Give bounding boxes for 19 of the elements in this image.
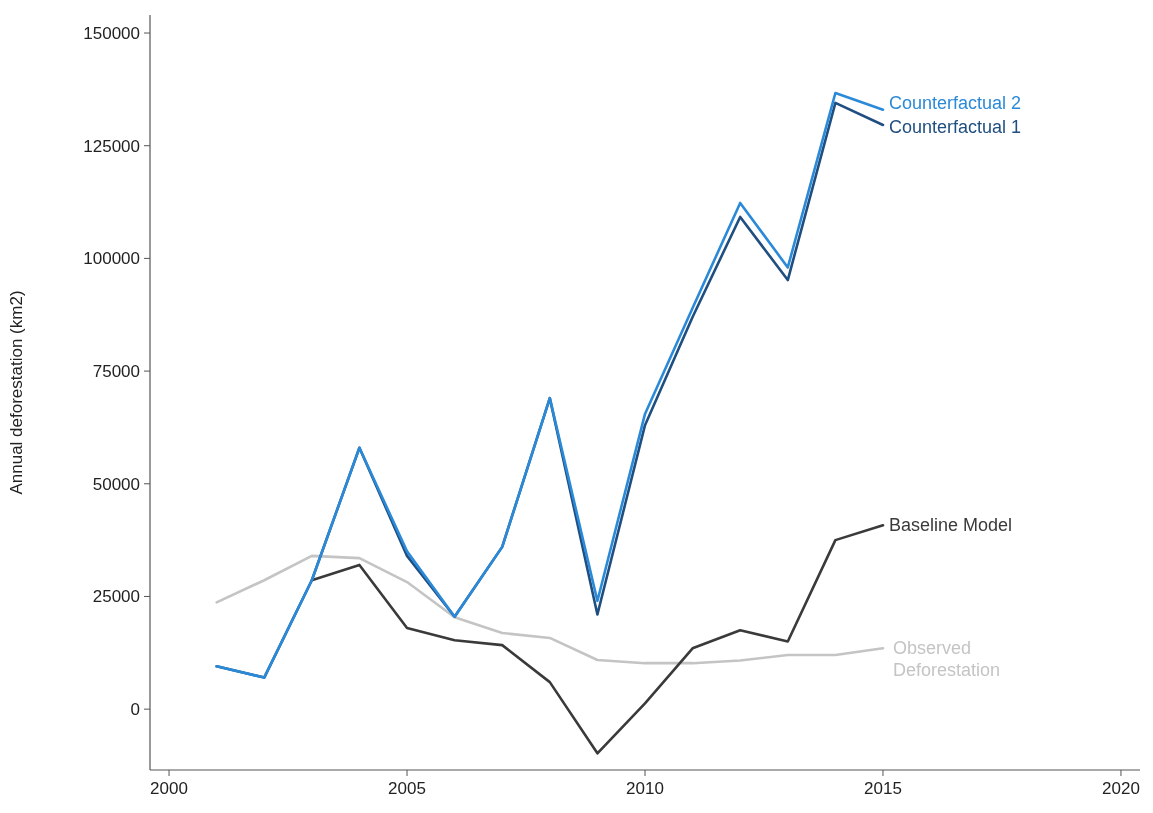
y-tick-label: 125000 <box>83 136 140 156</box>
series-label: Counterfactual 1 <box>888 116 1022 137</box>
line-series <box>310 523 885 755</box>
series-label: Observed Deforestation <box>892 638 1001 681</box>
x-tick-label: 2005 <box>388 779 426 798</box>
y-tick-label: 25000 <box>92 587 140 607</box>
x-tick-label: 2015 <box>864 779 902 798</box>
line-series <box>215 554 885 665</box>
y-tick-label: 100000 <box>83 249 140 269</box>
series-label: Baseline Model <box>888 515 1013 536</box>
y-tick-label: 150000 <box>83 23 140 43</box>
x-tick-label: 2010 <box>626 779 664 798</box>
y-tick-label: 0 <box>130 700 140 720</box>
x-tick-label: 2000 <box>150 779 188 798</box>
y-tick-label: 75000 <box>92 362 140 382</box>
x-tick-label: 2020 <box>1102 779 1140 798</box>
y-tick-label: 50000 <box>92 474 140 494</box>
y-axis-title: Annual deforestation (km2) <box>7 290 26 495</box>
series-label: Counterfactual 2 <box>888 92 1022 113</box>
